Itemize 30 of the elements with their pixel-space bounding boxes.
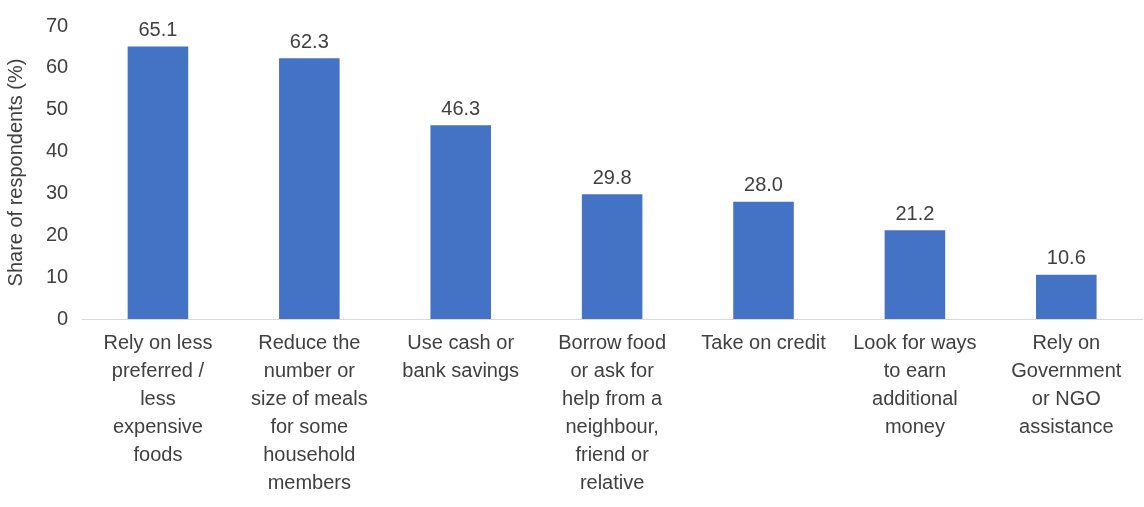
y-axis-title: Share of respondents (%) — [3, 58, 26, 287]
y-tick-label: 70 — [46, 13, 69, 36]
data-label: 21.2 — [895, 201, 935, 224]
bar — [733, 201, 794, 319]
data-label: 62.3 — [289, 29, 329, 52]
data-label: 10.6 — [1046, 246, 1086, 269]
bar — [279, 58, 340, 319]
y-tick-label: 0 — [57, 306, 69, 329]
x-tick-label: Rely on Government or NGO assistance — [1011, 330, 1122, 437]
x-tick-label: Reduce the number or size of meals for some household members — [250, 330, 368, 493]
x-tick-label: Look for ways to earn additional money — [853, 330, 977, 437]
bar — [581, 194, 643, 319]
data-label: 28.0 — [744, 173, 783, 196]
bar — [430, 125, 492, 319]
data-label: 46.3 — [441, 96, 481, 119]
bar — [884, 230, 946, 319]
bar — [127, 46, 189, 319]
x-tick-label: Rely on less preferred / less expensive foods — [103, 330, 213, 465]
bar — [1036, 274, 1097, 319]
y-tick-label: 30 — [46, 180, 69, 203]
data-label: 29.8 — [592, 165, 632, 188]
y-tick-label: 40 — [46, 139, 69, 162]
data-label: 65.1 — [138, 18, 178, 41]
x-tick-label: Borrow food or ask for help from a neighbour, friend or relative — [558, 330, 667, 493]
y-tick-label: 10 — [46, 264, 69, 287]
x-tick-label: Take on credit — [701, 330, 827, 353]
y-tick-label: 60 — [46, 55, 69, 78]
y-tick-label: 20 — [46, 222, 69, 245]
y-tick-label: 50 — [46, 97, 69, 120]
x-tick-label: Use cash or bank savings — [402, 330, 520, 381]
